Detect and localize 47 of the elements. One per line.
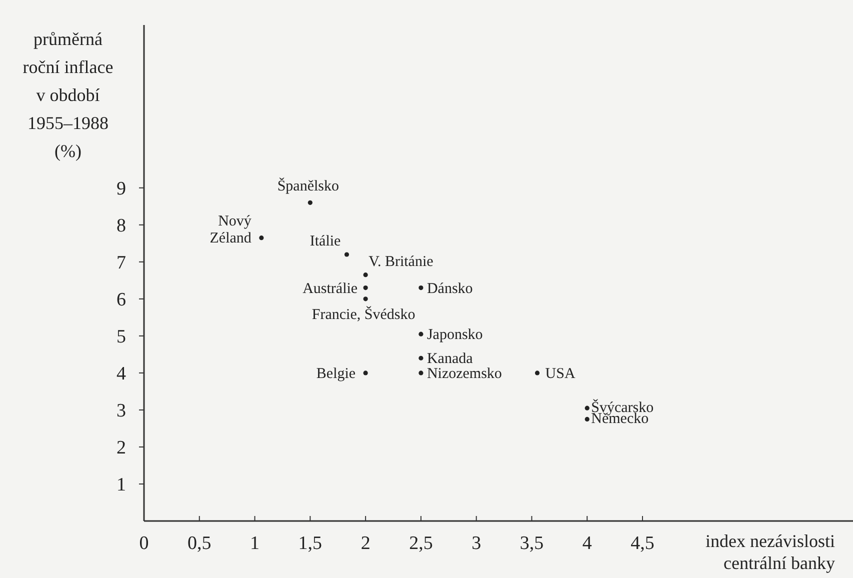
point [418, 370, 424, 376]
annotation: USA [545, 366, 576, 382]
x-tick-label: 2 [360, 533, 370, 554]
point [418, 332, 424, 336]
x-tick-label: 3 [472, 533, 482, 554]
annotation: Dánsko [426, 280, 473, 297]
point [363, 272, 368, 278]
annotation: V. Británie [368, 254, 434, 270]
annotation: Belgie [316, 366, 356, 382]
point [534, 370, 540, 376]
annotation: Španělsko [277, 178, 340, 195]
annotation: Kanada [426, 351, 474, 368]
y-tick-label: 7 [116, 252, 126, 274]
x-tick-label: 0,5 [188, 533, 212, 554]
annotation: Austrálie [302, 280, 358, 297]
annotation: Francie, Švédsko [312, 306, 416, 323]
y-tick-label: 9 [116, 178, 126, 200]
x-tick-label: 1 [250, 533, 260, 554]
point [308, 200, 312, 205]
point [418, 286, 424, 290]
x-tick-label: 0 [139, 533, 149, 554]
y-tick-label: 8 [116, 216, 126, 237]
y-axis-title: průměrná roční inflace v období 1955–1988 (%) [22, 29, 114, 161]
point [363, 370, 368, 376]
x-tick-label: 2,5 [409, 533, 433, 554]
x-tick-label: 3,5 [520, 533, 544, 554]
annotation: Nizozemsko [426, 366, 502, 382]
point [584, 416, 590, 422]
y-tick-label: 4 [116, 364, 126, 385]
point [418, 356, 424, 360]
y-tick-label: 2 [116, 438, 126, 459]
point [259, 236, 264, 240]
annotation: Japonsko [426, 327, 483, 344]
point [344, 252, 350, 257]
y-tick-label: 3 [116, 400, 126, 422]
y-tick-label: 1 [116, 474, 126, 496]
annotation: Itálie [310, 233, 342, 250]
point [363, 296, 368, 302]
annotation: Nový Zéland [210, 213, 252, 246]
x-tick-label: 1,5 [298, 533, 322, 554]
y-tick-label: 6 [116, 290, 126, 311]
x-axis-title: index nezávislosti centrální banky [706, 531, 835, 573]
y-tick-label: 5 [116, 326, 126, 348]
point [363, 286, 368, 290]
point [584, 406, 590, 410]
x-tick-label: 4 [582, 533, 592, 554]
x-tick-label: 4,5 [630, 533, 654, 554]
